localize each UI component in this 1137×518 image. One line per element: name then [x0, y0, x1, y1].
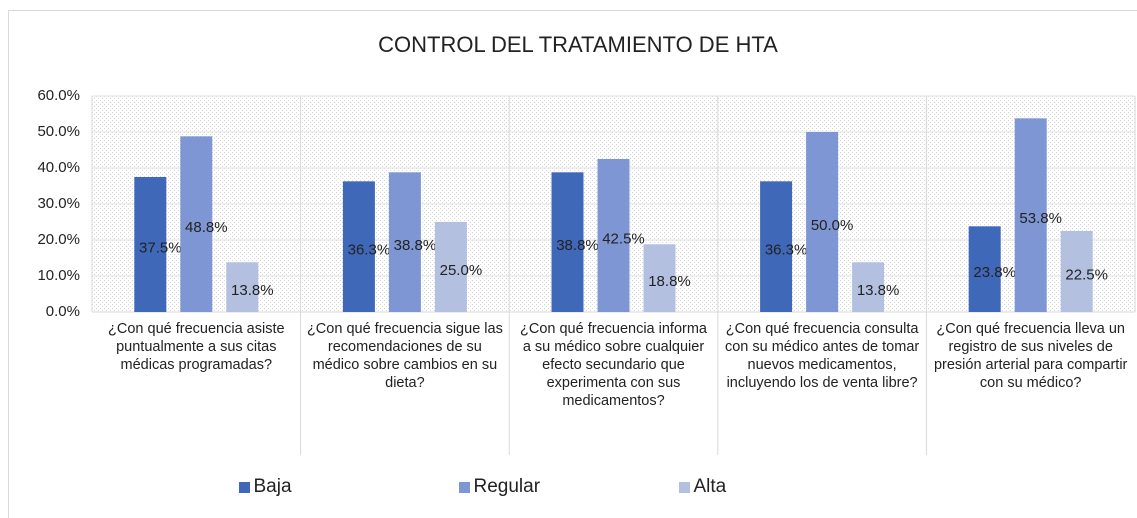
data-label: 25.0% — [440, 262, 483, 279]
data-label: 37.5% — [139, 239, 182, 256]
legend-item: Regular — [458, 476, 679, 498]
y-tick-label: 50.0% — [37, 123, 80, 140]
x-tick-label: ¿Con qué frecuencia lleva un registro de… — [933, 321, 1128, 391]
x-tick-label: ¿Con qué frecuencia asiste puntualmente … — [108, 321, 285, 373]
y-tick-label: 20.0% — [37, 231, 80, 248]
x-tick-label: ¿Con qué frecuencia sigue las recomendac… — [306, 321, 503, 391]
data-label: 53.8% — [1019, 210, 1062, 227]
legend-swatch — [678, 481, 690, 493]
data-label: 13.8% — [231, 282, 274, 299]
chart-title: CONTROL DEL TRATAMIENTO DE HTA — [378, 32, 778, 57]
x-tick-label: ¿Con qué frecuencia informa a su médico … — [520, 321, 707, 409]
bar — [226, 262, 259, 312]
bar — [434, 222, 467, 312]
bar — [597, 159, 630, 312]
y-tick-label: 40.0% — [37, 159, 80, 176]
legend-swatch — [238, 481, 250, 493]
data-label: 13.8% — [857, 282, 900, 299]
legend-label: Alta — [693, 476, 727, 497]
data-label: 48.8% — [185, 219, 228, 236]
chart-border — [8, 10, 1137, 518]
data-label: 42.5% — [602, 230, 645, 247]
bar — [1060, 231, 1093, 312]
bar — [342, 181, 375, 312]
data-label: 38.8% — [394, 237, 437, 254]
bar — [551, 172, 584, 312]
x-tick-label: ¿Con qué frecuencia consulta con su médi… — [724, 321, 920, 391]
legend-item: Baja — [238, 476, 459, 498]
data-label: 50.0% — [811, 217, 854, 234]
data-label: 22.5% — [1065, 266, 1108, 283]
y-tick-label: 60.0% — [37, 87, 80, 104]
data-label: 36.3% — [348, 242, 391, 259]
y-tick-label: 0.0% — [46, 303, 80, 320]
bar — [1014, 118, 1047, 312]
bar — [968, 226, 1001, 312]
bar — [760, 181, 793, 312]
legend-swatch — [458, 481, 470, 493]
bar — [180, 136, 213, 312]
y-tick-label: 10.0% — [37, 267, 80, 284]
legend: Baja Regular Alta — [0, 476, 1137, 498]
data-label: 38.8% — [556, 237, 599, 254]
legend-label: Baja — [253, 476, 292, 497]
y-tick-label: 30.0% — [37, 195, 80, 212]
data-label: 36.3% — [765, 242, 808, 259]
bar — [806, 132, 839, 312]
bar — [388, 172, 421, 312]
bar — [643, 244, 676, 312]
legend-item: Alta — [678, 476, 899, 498]
data-label: 23.8% — [973, 264, 1016, 281]
bar — [852, 262, 885, 312]
bar — [134, 177, 167, 312]
data-label: 18.8% — [648, 273, 691, 290]
legend-label: Regular — [473, 476, 541, 497]
